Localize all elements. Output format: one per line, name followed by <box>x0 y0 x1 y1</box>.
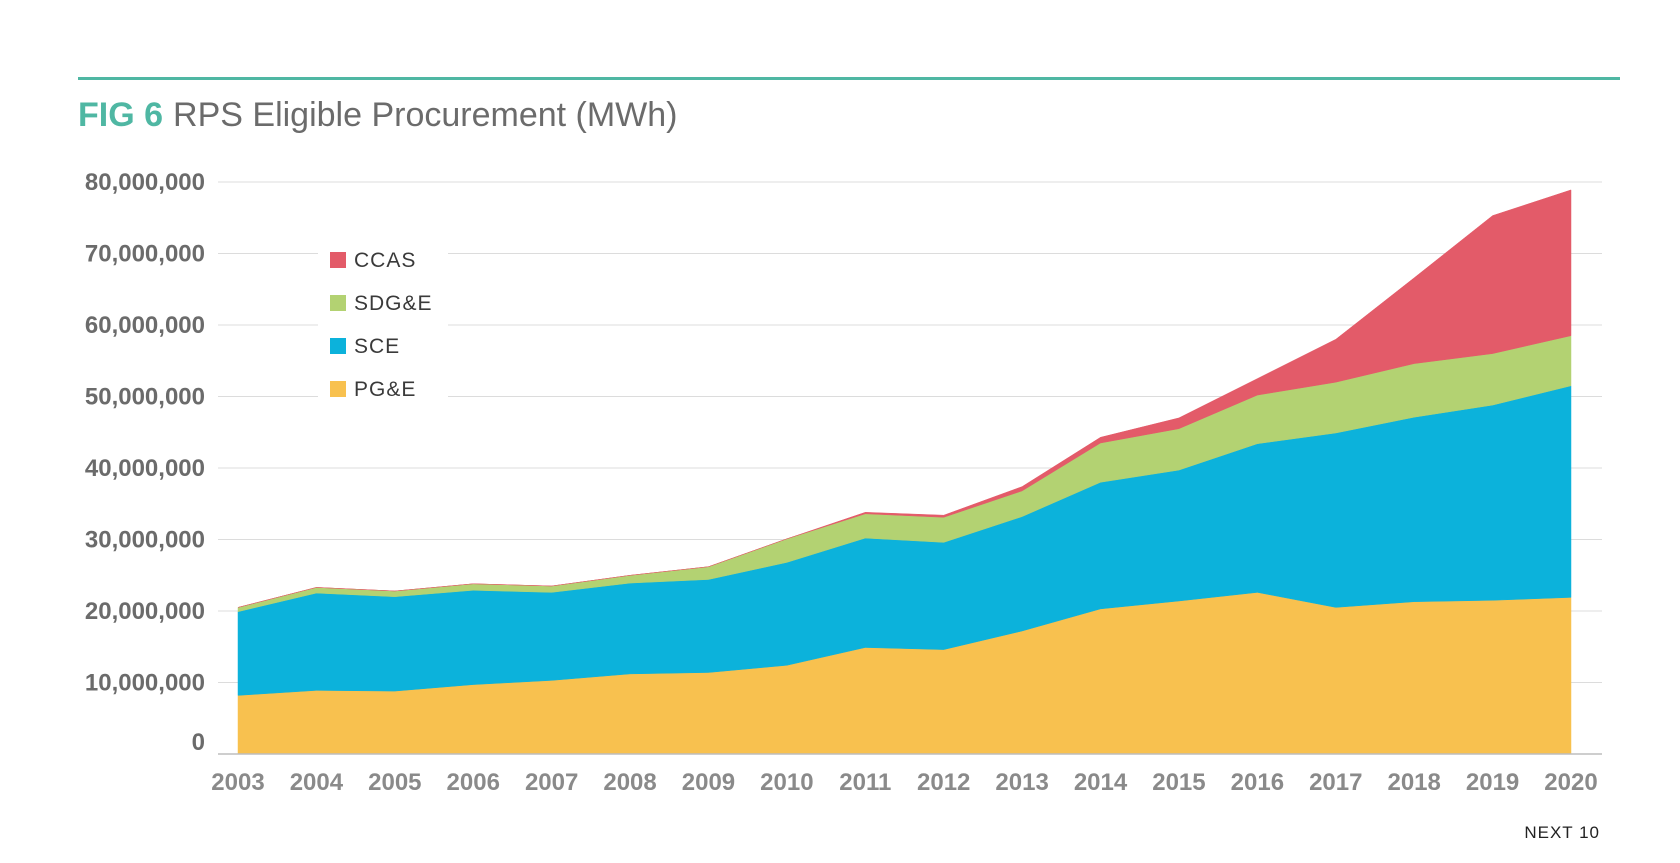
x-tick-label: 2015 <box>1152 769 1205 796</box>
x-tick-label: 2010 <box>760 769 813 796</box>
legend-label: SCE <box>354 335 400 358</box>
x-tick-label: 2005 <box>368 769 421 796</box>
y-tick-label: 70,000,000 <box>85 241 205 268</box>
x-tick-label: 2020 <box>1544 769 1597 796</box>
y-tick-label: 10,000,000 <box>85 670 205 697</box>
figure-title-text: RPS Eligible Procurement (MWh) <box>173 96 678 134</box>
x-tick-label: 2012 <box>917 769 970 796</box>
x-tick-label: 2019 <box>1466 769 1519 796</box>
x-tick-label: 2017 <box>1309 769 1362 796</box>
x-tick-label: 2009 <box>682 769 735 796</box>
x-tick-label: 2004 <box>290 769 344 796</box>
x-tick-label: 2016 <box>1231 769 1284 796</box>
y-tick-label: 30,000,000 <box>85 527 205 554</box>
legend-label: SDG&E <box>354 292 433 315</box>
figure-title: FIG 6 RPS Eligible Procurement (MWh) <box>78 96 678 135</box>
y-tick-label: 50,000,000 <box>85 384 205 411</box>
top-rule <box>78 77 1620 80</box>
y-tick-label: 60,000,000 <box>85 312 205 339</box>
figure-label: FIG 6 <box>78 96 164 134</box>
x-tick-label: 2013 <box>995 769 1048 796</box>
y-tick-label: 20,000,000 <box>85 598 205 625</box>
axes: 0 10,000,000 20,000,000 30,000,000 40,000,00… <box>85 169 1602 796</box>
legend-swatch <box>330 338 346 354</box>
y-tick-label: 0 <box>192 729 205 756</box>
legend-swatch <box>330 381 346 397</box>
legend: CCAS SDG&E SCE PG&E <box>318 232 448 407</box>
y-tick-label: 80,000,000 <box>85 169 205 196</box>
x-tick-label: 2006 <box>447 769 500 796</box>
x-tick-label: 2011 <box>839 769 891 796</box>
x-tick-label: 2003 <box>211 769 264 796</box>
x-tick-label: 2018 <box>1387 769 1440 796</box>
x-tick-label: 2008 <box>603 769 656 796</box>
legend-label: CCAS <box>354 249 416 272</box>
area-ccas <box>237 189 1572 608</box>
legend-swatch <box>330 252 346 268</box>
legend-label: PG&E <box>354 378 416 401</box>
source-label: NEXT 10 <box>1524 823 1600 842</box>
x-tick-label: 2007 <box>525 769 578 796</box>
y-tick-label: 40,000,000 <box>85 455 205 482</box>
legend-swatch <box>330 295 346 311</box>
x-tick-label: 2014 <box>1074 769 1128 796</box>
